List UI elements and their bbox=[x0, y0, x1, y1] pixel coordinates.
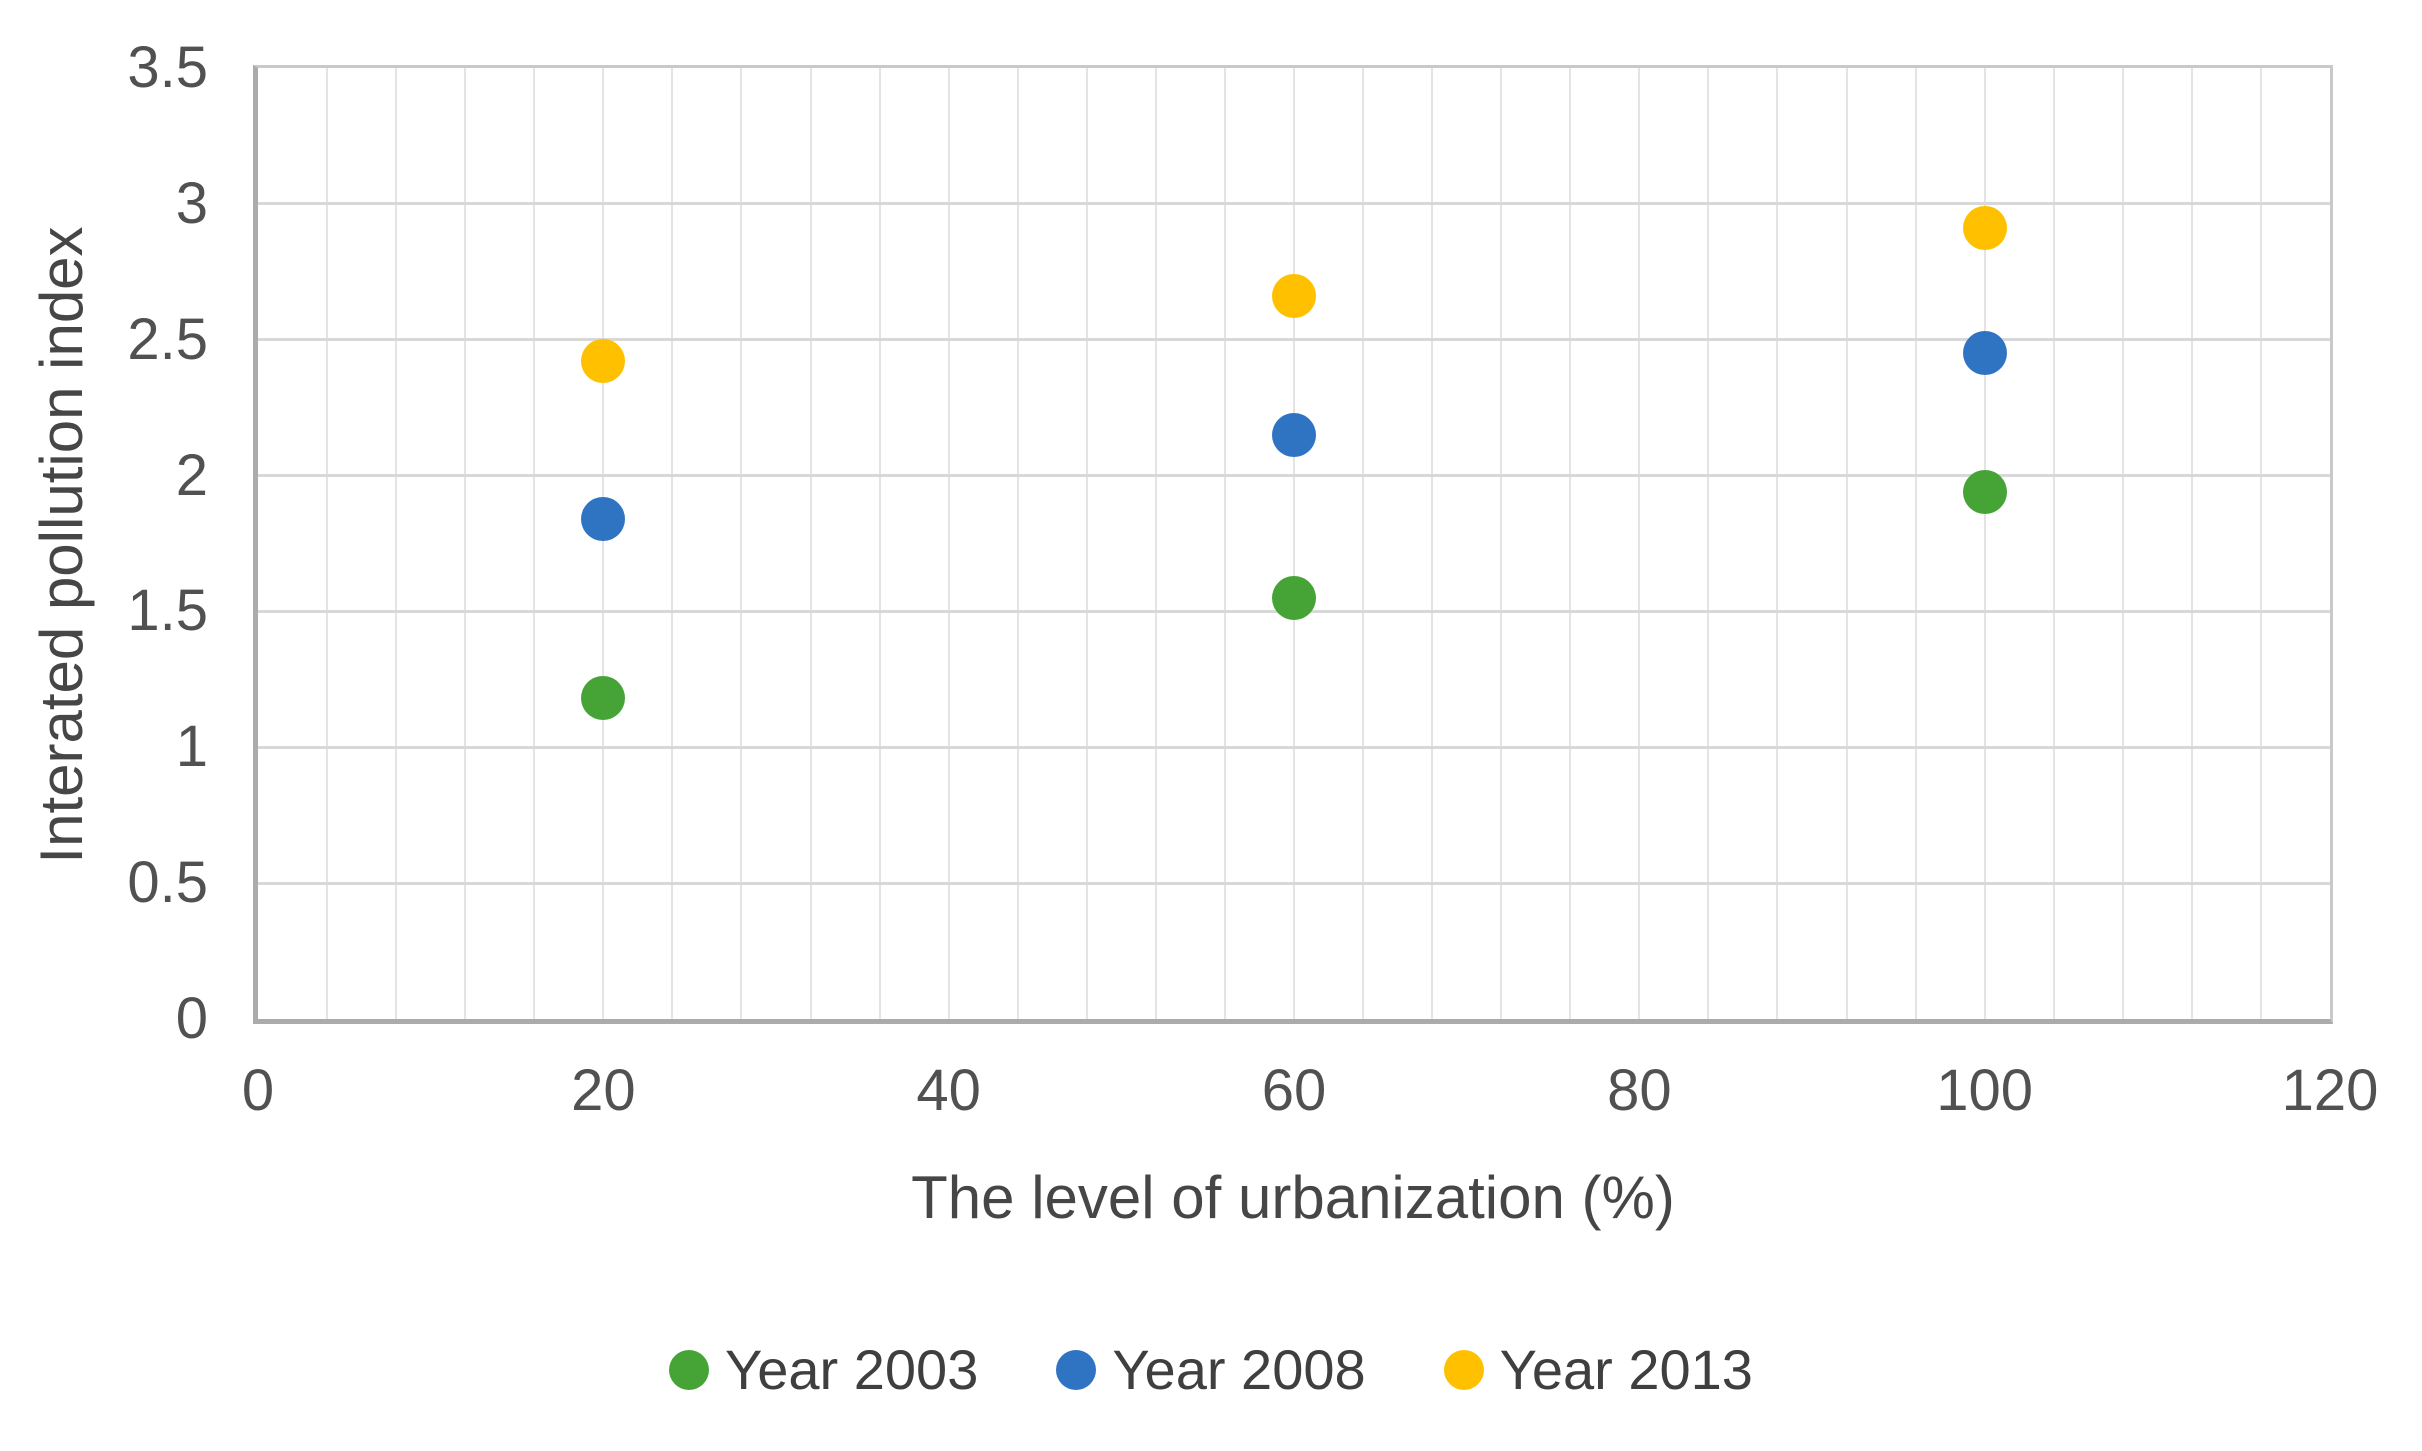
point-year-2003-x100 bbox=[1962, 469, 2007, 514]
x-tick-label: 20 bbox=[571, 1058, 636, 1123]
legend-marker-icon bbox=[669, 1350, 710, 1390]
gridline-vertical bbox=[1293, 68, 1295, 1019]
legend-label: Year 2013 bbox=[1499, 1338, 1753, 1401]
point-year-2008-x20 bbox=[581, 497, 626, 542]
y-tick-label: 2 bbox=[175, 442, 208, 508]
point-year-2008-x60 bbox=[1272, 412, 1316, 457]
gridline-vertical bbox=[671, 68, 674, 1019]
gridline-vertical bbox=[395, 68, 398, 1019]
legend-item-year-2013: Year 2013 bbox=[1443, 1338, 1753, 1401]
legend-item-year-2003: Year 2003 bbox=[669, 1342, 978, 1398]
gridline-vertical bbox=[1638, 68, 1641, 1019]
gridline-vertical bbox=[2190, 68, 2193, 1019]
gridline-vertical bbox=[1707, 68, 1710, 1019]
y-tick-label: 3 bbox=[175, 170, 208, 236]
x-tick-label: 40 bbox=[916, 1058, 981, 1123]
gridline-vertical bbox=[1500, 68, 1503, 1019]
gridline-vertical bbox=[1914, 68, 1917, 1019]
x-tick-label: 60 bbox=[1261, 1058, 1327, 1123]
x-axis-title: The level of urbanization (%) bbox=[911, 1164, 1675, 1231]
point-year-2013-x60 bbox=[1272, 274, 1316, 319]
gridline-horizontal bbox=[258, 745, 2330, 749]
x-tick-label: 100 bbox=[1936, 1058, 2034, 1123]
gridline-vertical bbox=[809, 68, 812, 1019]
gridline-vertical bbox=[1362, 68, 1365, 1019]
x-tick-label: 120 bbox=[2281, 1058, 2379, 1123]
y-tick-label: 0 bbox=[175, 986, 208, 1051]
gridline-vertical bbox=[533, 68, 536, 1019]
legend: Year 2003 Year 2008 Year 2013 bbox=[0, 1342, 2422, 1398]
point-year-2008-x100 bbox=[1962, 331, 2007, 376]
y-tick-label: 3.5 bbox=[127, 35, 208, 100]
gridline-horizontal bbox=[258, 474, 2330, 478]
x-tick-label: 0 bbox=[241, 1058, 275, 1123]
point-year-2003-x20 bbox=[581, 676, 626, 721]
gridline-vertical bbox=[1223, 68, 1226, 1019]
y-tick-label: 2.5 bbox=[127, 306, 208, 372]
y-tick-label: 1 bbox=[175, 714, 208, 780]
gridline-vertical bbox=[878, 68, 881, 1019]
gridline-vertical bbox=[2052, 68, 2055, 1019]
gridline-horizontal bbox=[258, 202, 2330, 206]
gridline-vertical bbox=[1776, 68, 1779, 1019]
x-tick-label: 80 bbox=[1607, 1058, 1672, 1123]
gridline-vertical bbox=[1431, 68, 1434, 1019]
legend-label: Year 2003 bbox=[725, 1338, 979, 1401]
gridline-vertical bbox=[1016, 68, 1019, 1019]
plot-area bbox=[253, 65, 2333, 1024]
legend-label: Year 2008 bbox=[1112, 1338, 1366, 1401]
gridline-vertical bbox=[2259, 68, 2262, 1019]
legend-marker-icon bbox=[1056, 1350, 1097, 1390]
point-year-2013-x20 bbox=[581, 339, 626, 384]
point-year-2003-x60 bbox=[1272, 575, 1316, 620]
gridline-horizontal bbox=[258, 881, 2330, 885]
gridline-vertical bbox=[602, 68, 605, 1019]
point-year-2013-x100 bbox=[1962, 206, 2007, 251]
gridline-vertical bbox=[1983, 68, 1986, 1019]
gridline-vertical bbox=[464, 68, 467, 1019]
legend-marker-icon bbox=[1443, 1350, 1484, 1390]
gridline-vertical bbox=[947, 68, 950, 1019]
gridline-vertical bbox=[326, 68, 329, 1019]
gridline-vertical bbox=[1569, 68, 1572, 1019]
gridline-horizontal bbox=[258, 338, 2330, 342]
gridline-vertical bbox=[1154, 68, 1157, 1019]
gridline-vertical bbox=[740, 68, 743, 1019]
gridline-vertical bbox=[1845, 68, 1848, 1019]
gridline-vertical bbox=[2121, 68, 2124, 1019]
gridline-vertical bbox=[1085, 68, 1088, 1019]
legend-item-year-2008: Year 2008 bbox=[1056, 1338, 1366, 1401]
y-tick-label: 1.5 bbox=[127, 578, 208, 644]
y-tick-label: 0.5 bbox=[127, 850, 208, 916]
